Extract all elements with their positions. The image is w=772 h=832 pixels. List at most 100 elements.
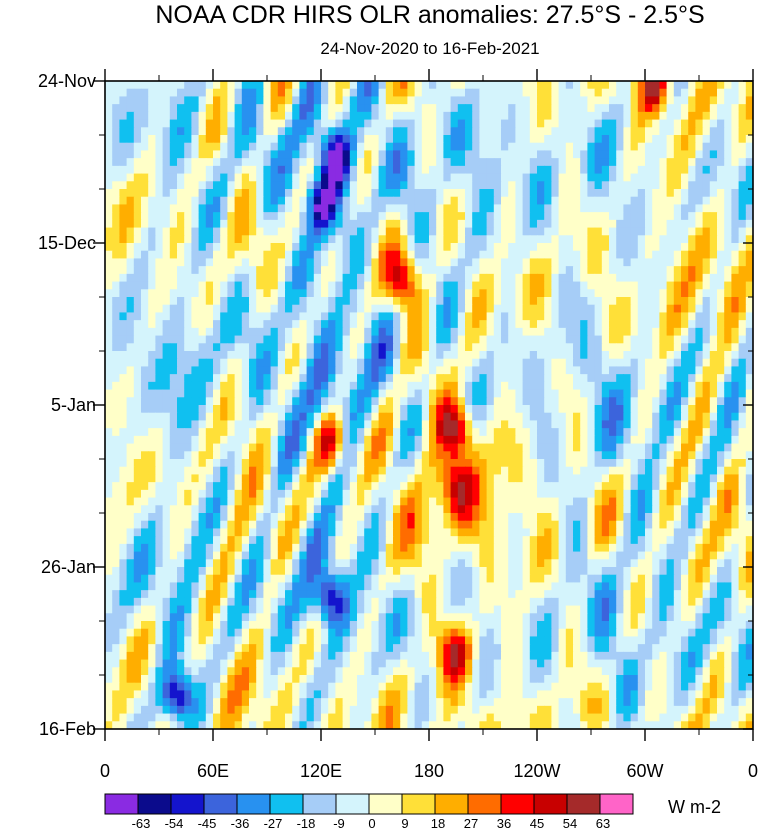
anomaly-cell: [702, 212, 711, 221]
anomaly-cell: [616, 482, 624, 491]
anomaly-cell: [112, 88, 120, 98]
anomaly-cell: [724, 142, 732, 152]
anomaly-cell: [198, 81, 207, 90]
anomaly-cell: [738, 273, 747, 283]
anomaly-cell: [580, 451, 588, 460]
anomaly-cell: [292, 443, 300, 452]
anomaly-cell: [421, 212, 430, 221]
anomaly-cell: [385, 81, 394, 90]
anomaly-cell: [616, 297, 624, 306]
anomaly-cell: [198, 289, 207, 298]
anomaly-cell: [220, 204, 228, 213]
anomaly-cell: [349, 489, 358, 499]
anomaly-cell: [493, 389, 502, 398]
anomaly-cell: [421, 150, 430, 159]
anomaly-cell: [544, 420, 552, 429]
anomaly-cell: [630, 189, 639, 198]
anomaly-cell: [213, 312, 221, 321]
anomaly-cell: [601, 189, 610, 198]
anomaly-cell: [738, 304, 747, 314]
anomaly-cell: [162, 181, 171, 190]
anomaly-cell: [522, 189, 531, 198]
anomaly-cell: [393, 96, 401, 105]
anomaly-cell: [285, 243, 293, 252]
anomaly-cell: [508, 389, 516, 398]
anomaly-cell: [126, 351, 135, 360]
anomaly-cell: [688, 88, 696, 98]
anomaly-cell: [263, 443, 272, 452]
anomaly-cell: [414, 381, 423, 391]
anomaly-cell: [731, 258, 740, 267]
anomaly-cell: [393, 435, 401, 445]
anomaly-cell: [573, 111, 581, 121]
anomaly-cell: [472, 358, 480, 368]
anomaly-cell: [515, 381, 524, 391]
anomaly-cell: [414, 212, 423, 221]
anomaly-cell: [450, 459, 459, 468]
anomaly-cell: [436, 273, 444, 283]
anomaly-cell: [133, 327, 142, 337]
anomaly-cell: [234, 212, 243, 221]
anomaly-cell: [681, 181, 689, 190]
anomaly-cell: [162, 428, 171, 437]
anomaly-cell: [429, 335, 437, 344]
anomaly-cell: [544, 273, 552, 283]
anomaly-cell: [479, 81, 488, 90]
anomaly-cell: [501, 397, 509, 406]
anomaly-cell: [299, 150, 308, 159]
anomaly-cell: [357, 235, 365, 244]
anomaly-cell: [155, 474, 164, 483]
anomaly-cell: [688, 127, 696, 136]
anomaly-cell: [601, 81, 610, 90]
anomaly-cell: [371, 150, 380, 159]
anomaly-cell: [378, 343, 387, 352]
anomaly-cell: [335, 397, 344, 406]
anomaly-cell: [565, 489, 574, 499]
anomaly-cell: [508, 173, 516, 182]
anomaly-cell: [565, 227, 574, 236]
anomaly-cell: [645, 459, 653, 468]
anomaly-cell: [717, 343, 725, 352]
anomaly-cell: [436, 443, 444, 452]
anomaly-cell: [429, 397, 437, 406]
anomaly-cell: [241, 165, 250, 175]
anomaly-cell: [601, 335, 610, 344]
anomaly-cell: [443, 235, 452, 244]
anomaly-cell: [457, 335, 466, 344]
anomaly-cell: [421, 351, 430, 360]
anomaly-cell: [198, 428, 207, 437]
anomaly-cell: [169, 96, 178, 105]
anomaly-cell: [515, 389, 524, 398]
anomaly-cell: [321, 104, 329, 113]
anomaly-cell: [371, 343, 380, 352]
anomaly-cell: [414, 250, 423, 260]
anomaly-cell: [148, 235, 156, 244]
anomaly-cell: [630, 281, 639, 290]
anomaly-cell: [724, 358, 732, 368]
anomaly-cell: [407, 266, 416, 275]
anomaly-cell: [198, 189, 207, 198]
anomaly-cell: [227, 289, 236, 298]
anomaly-cell: [342, 266, 351, 275]
anomaly-cell: [292, 227, 300, 236]
anomaly-cell: [119, 435, 128, 445]
anomaly-cell: [659, 297, 668, 306]
anomaly-cell: [256, 104, 264, 113]
anomaly-cell: [277, 482, 286, 491]
anomaly-cell: [609, 281, 617, 290]
anomaly-cell: [141, 343, 149, 352]
anomaly-cell: [486, 119, 495, 128]
anomaly-cell: [141, 459, 149, 468]
anomaly-cell: [177, 243, 185, 252]
anomaly-cell: [155, 189, 164, 198]
anomaly-cell: [666, 389, 675, 398]
anomaly-cell: [457, 420, 466, 429]
anomaly-cell: [688, 358, 696, 368]
anomaly-cell: [709, 96, 718, 105]
anomaly-cell: [529, 96, 538, 105]
anomaly-cell: [184, 358, 192, 368]
anomaly-cell: [738, 489, 747, 499]
anomaly-cell: [645, 165, 653, 175]
anomaly-cell: [724, 381, 732, 391]
anomaly-cell: [666, 489, 675, 499]
